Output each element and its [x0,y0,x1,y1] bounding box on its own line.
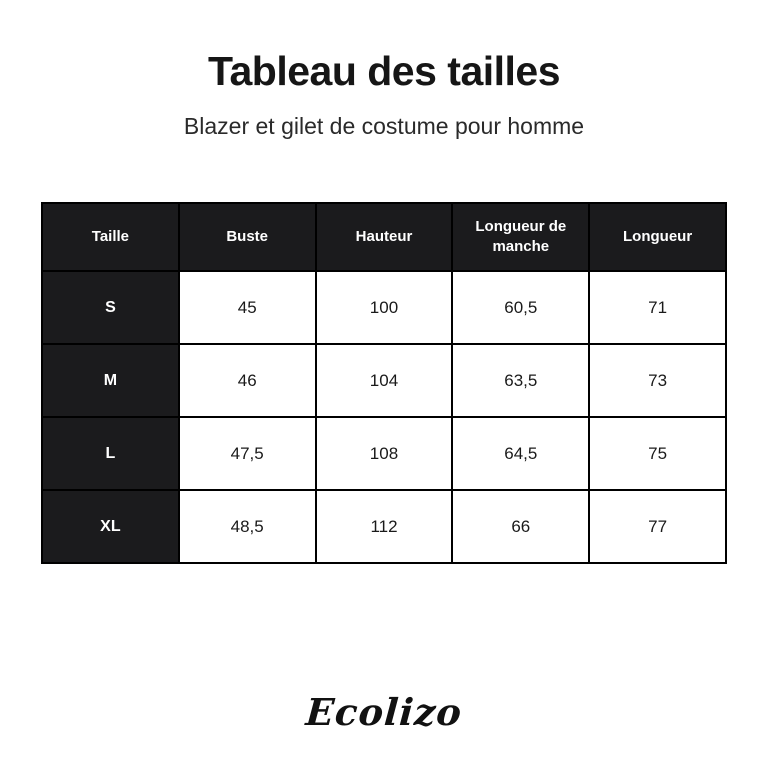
col-header-longueur: Longueur [588,202,727,272]
table-row-l: L 47,5 108 64,5 75 [41,416,727,491]
size-table-container: Taille Buste Hauteur Longueur de manche … [41,202,727,564]
cell-longueur: 73 [588,343,727,418]
cell-buste: 48,5 [177,489,317,564]
table-row-s: S 45 100 60,5 71 [41,270,727,345]
col-header-buste: Buste [177,202,317,272]
page-title: Tableau des tailles [207,48,561,94]
cell-longueur-de-manche: 60,5 [451,270,591,345]
cell-hauteur: 100 [314,270,454,345]
cell-hauteur: 108 [314,416,454,491]
size-label: XL [41,489,180,564]
cell-buste: 47,5 [177,416,317,491]
col-header-longueur-de-manche: Longueur de manche [451,202,591,272]
size-table-body: S 45 100 60,5 71 M 46 104 63,5 73 L 47,5… [41,270,727,564]
page-subtitle: Blazer et gilet de costume pour homme [183,113,585,139]
size-label: M [41,343,180,418]
cell-longueur: 77 [588,489,727,564]
cell-buste: 46 [177,343,317,418]
cell-longueur-de-manche: 63,5 [451,343,591,418]
brand-logo: Ecolizo [304,690,464,734]
size-label: L [41,416,180,491]
col-header-hauteur: Hauteur [314,202,454,272]
cell-hauteur: 112 [314,489,454,564]
cell-longueur: 75 [588,416,727,491]
table-row-m: M 46 104 63,5 73 [41,343,727,418]
cell-longueur: 71 [588,270,727,345]
cell-buste: 45 [177,270,317,345]
header: Tableau des tailles Blazer et gilet de c… [0,48,768,145]
table-row-xl: XL 48,5 112 66 77 [41,489,727,564]
size-table-header: Taille Buste Hauteur Longueur de manche … [41,202,727,272]
col-header-taille: Taille [41,202,180,272]
cell-longueur-de-manche: 66 [451,489,591,564]
size-table: Taille Buste Hauteur Longueur de manche … [41,202,727,564]
cell-longueur-de-manche: 64,5 [451,416,591,491]
header-row: Taille Buste Hauteur Longueur de manche … [41,202,727,272]
size-label: S [41,270,180,345]
cell-hauteur: 104 [314,343,454,418]
